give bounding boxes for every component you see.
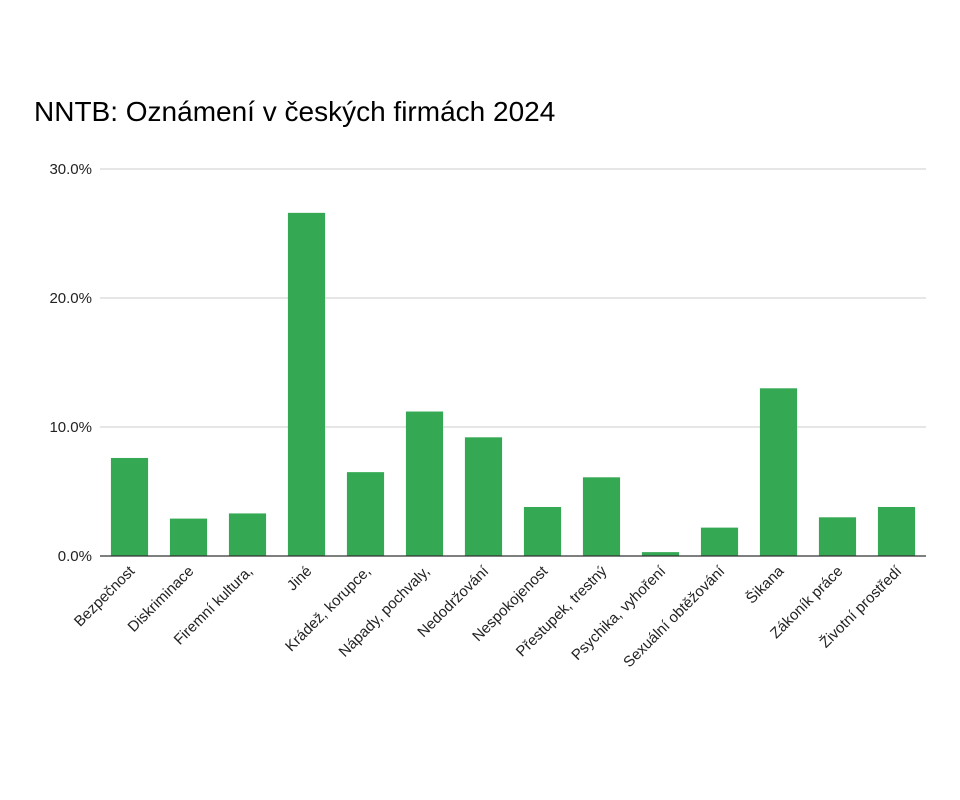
bar [582, 477, 621, 556]
bar [346, 472, 385, 556]
y-tick-label: 30.0% [49, 161, 92, 178]
x-tick-label: Jiné [284, 563, 315, 594]
bar [523, 506, 562, 556]
y-tick-label: 0.0% [58, 548, 92, 565]
bar [877, 506, 916, 556]
bar [818, 517, 857, 556]
x-tick-label: Sexuální obtěžování [620, 562, 729, 671]
bar [405, 411, 444, 556]
chart-title: NNTB: Oznámení v českých firmách 2024 [34, 96, 556, 127]
bar [700, 527, 739, 556]
bar [464, 437, 503, 556]
gridlines [100, 168, 926, 428]
y-axis-ticks: 0.0% 10.0% 20.0% 30.0% [49, 161, 92, 565]
bar [110, 457, 149, 556]
bar [759, 388, 798, 556]
bars [110, 212, 916, 557]
y-tick-label: 20.0% [49, 290, 92, 307]
bar [169, 518, 208, 556]
x-tick-label: Šikana [743, 562, 788, 607]
bar [287, 212, 326, 557]
y-tick-label: 10.0% [49, 419, 92, 436]
bar [228, 513, 267, 556]
bar [641, 552, 680, 556]
